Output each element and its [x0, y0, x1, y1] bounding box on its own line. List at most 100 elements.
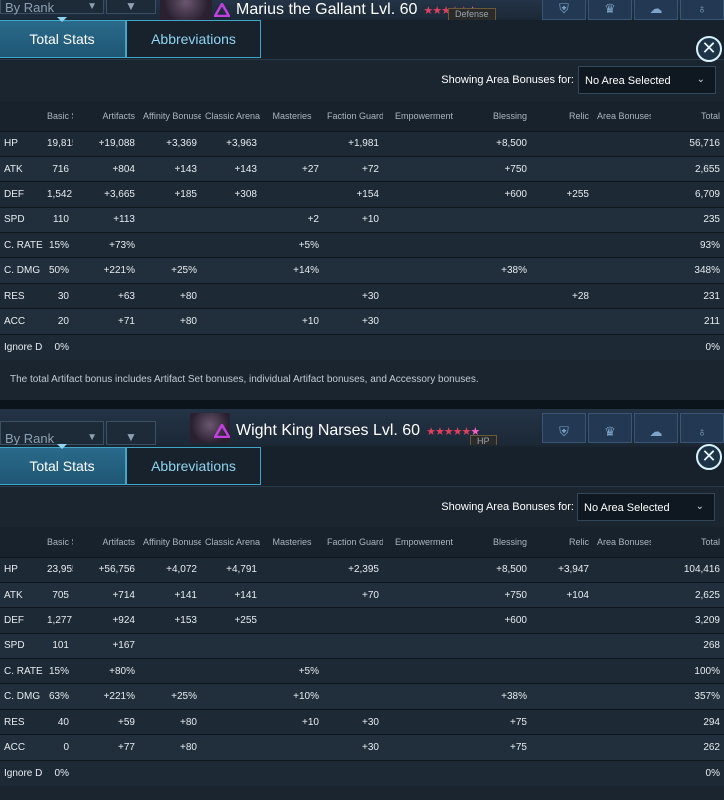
- table-cell: 294: [651, 708, 724, 735]
- table-cell: [531, 232, 593, 258]
- tab-total-stats[interactable]: Total Stats: [0, 444, 126, 485]
- table-cell: 211: [651, 308, 724, 335]
- table-cell: 0%: [43, 333, 73, 360]
- table-cell: [323, 683, 383, 710]
- table-cell: [323, 759, 383, 786]
- table-cell: [383, 206, 465, 233]
- table-cell: 0%: [651, 333, 724, 360]
- area-bonus-row: Showing Area Bonuses for: No Area Select…: [0, 489, 724, 525]
- table-cell: [383, 155, 465, 182]
- table-cell: +308: [201, 181, 261, 208]
- table-cell: [593, 607, 651, 634]
- table-cell: [261, 759, 323, 786]
- table-row: DEF 1,542 +3,665 +185 +308 +154 +600 +255 6,709: [0, 181, 724, 208]
- tab-bar: Total Stats Abbreviations ✕: [0, 17, 724, 62]
- area-select[interactable]: No Area Selected ⌄: [578, 66, 716, 94]
- column-header: Basic Stats: [43, 527, 73, 557]
- table-row: Ignore DEF0%0%: [0, 333, 724, 360]
- tab-total-stats[interactable]: Total Stats: [0, 17, 126, 58]
- close-icon[interactable]: ✕: [696, 36, 722, 62]
- table-cell: +10%: [261, 683, 323, 710]
- sort-dropdown[interactable]: By Rank ▼: [0, 421, 104, 445]
- table-row: RES 30 +63 +80 +30 +28 231: [0, 282, 724, 309]
- table-cell: [383, 232, 465, 258]
- stats-table: Basic StatsArtifactsAffinity BonusesClas…: [0, 527, 724, 786]
- close-icon[interactable]: ✕: [696, 444, 722, 470]
- table-row: C. DMG 50% +221% +25% +14% +38% 348%: [0, 257, 724, 284]
- table-cell: [323, 607, 383, 634]
- table-cell: +59: [73, 708, 139, 735]
- table-header-row: Basic StatsArtifactsAffinity BonusesClas…: [0, 101, 724, 131]
- stat-name: RES: [0, 708, 43, 735]
- table-cell: [593, 708, 651, 735]
- table-cell: +255: [201, 607, 261, 634]
- table-cell: [383, 708, 465, 735]
- table-cell: 40: [43, 708, 73, 735]
- table-row: Ignore DEF0%0%: [0, 759, 724, 786]
- table-cell: 15%: [43, 232, 73, 258]
- filter-button[interactable]: ▼: [106, 421, 156, 445]
- swirl-icon[interactable]: ☁: [634, 413, 678, 443]
- column-header: Artifacts: [73, 101, 139, 131]
- table-cell: +10: [323, 206, 383, 233]
- table-cell: 716: [43, 155, 73, 182]
- filter-button[interactable]: ▼: [106, 0, 156, 14]
- table-cell: +143: [139, 155, 201, 182]
- column-header: Faction Guardians: [323, 527, 383, 557]
- column-header: Classic Arena: [201, 527, 261, 557]
- table-cell: +73%: [73, 232, 139, 258]
- tab-abbreviations[interactable]: Abbreviations: [126, 447, 261, 485]
- filter-icon: ▼: [125, 0, 137, 13]
- table-cell: +750: [465, 581, 531, 608]
- swirl-icon[interactable]: ☁: [634, 0, 678, 20]
- star-rating: ★★★★★★: [426, 425, 480, 438]
- table-cell: [531, 257, 593, 284]
- caret-icon: [57, 444, 67, 449]
- table-cell: 235: [651, 206, 724, 233]
- table-cell: 262: [651, 734, 724, 761]
- table-cell: +10: [261, 308, 323, 335]
- amulet-icon[interactable]: ♁: [680, 0, 724, 20]
- stat-name: Ignore DEF: [0, 759, 43, 786]
- column-header: [0, 101, 43, 131]
- table-cell: +4,072: [139, 556, 201, 583]
- armor-icon[interactable]: ⛨: [542, 413, 586, 443]
- chevron-down-icon: ▼: [87, 1, 97, 12]
- champion-title: Marius the Gallant Lvl. 60 ★★★★★★: [214, 0, 478, 20]
- table-cell: 104,416: [651, 556, 724, 583]
- divider: [0, 400, 724, 409]
- column-header: Classic Arena: [201, 101, 261, 131]
- table-cell: +2: [261, 206, 323, 233]
- table-cell: [139, 759, 201, 786]
- table-cell: 93%: [651, 232, 724, 258]
- sort-dropdown[interactable]: By Rank ▼: [0, 0, 104, 15]
- crown-icon[interactable]: ♛: [588, 0, 632, 20]
- table-cell: [139, 206, 201, 233]
- affinity-icon: [214, 424, 230, 438]
- table-cell: +27: [261, 155, 323, 182]
- table-cell: +8,500: [465, 130, 531, 157]
- table-row: ATK 705 +714 +141 +141 +70 +750 +104 2,625: [0, 581, 724, 608]
- table-cell: +30: [323, 734, 383, 761]
- table-cell: [383, 734, 465, 761]
- table-cell: 110: [43, 206, 73, 233]
- table-cell: [593, 734, 651, 761]
- table-cell: [593, 130, 651, 157]
- tab-abbreviations[interactable]: Abbreviations: [126, 20, 261, 58]
- amulet-icon[interactable]: ♁: [680, 413, 724, 443]
- area-select[interactable]: No Area Selected ⌄: [577, 493, 715, 521]
- chevron-down-icon: ⌄: [695, 501, 704, 512]
- table-cell: +10: [261, 708, 323, 735]
- column-header: Total: [651, 101, 724, 131]
- stat-name: ACC: [0, 734, 43, 761]
- table-cell: [323, 658, 383, 684]
- crown-icon[interactable]: ♛: [588, 413, 632, 443]
- table-cell: [593, 658, 651, 684]
- role-label: Defense: [448, 8, 496, 20]
- column-header: Artifacts: [73, 527, 139, 557]
- champion-name: Wight King Narses Lvl. 60: [236, 422, 421, 439]
- table-row: DEF 1,277 +924 +153 +255 +600 3,209: [0, 607, 724, 634]
- table-cell: +75: [465, 734, 531, 761]
- armor-icon[interactable]: ⛨: [542, 0, 586, 20]
